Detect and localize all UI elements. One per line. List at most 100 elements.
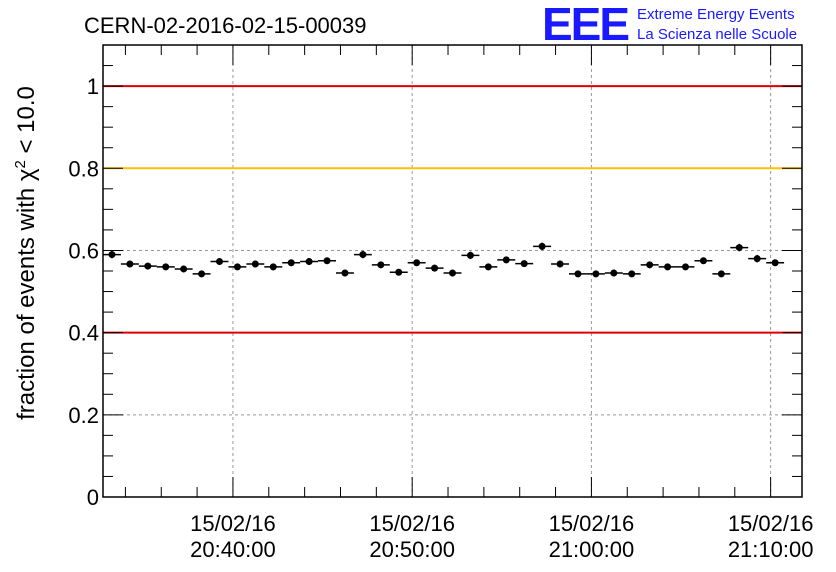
chart-title: CERN-02-2016-02-15-00039 <box>84 13 367 38</box>
data-point <box>622 270 641 278</box>
x-tick-label-time: 21:10:00 <box>728 537 814 562</box>
marker <box>180 265 188 273</box>
marker <box>108 251 116 259</box>
axes: 00.20.40.60.8115/02/1620:40:0015/02/1620… <box>68 44 814 562</box>
y-tick-label: 0 <box>87 485 99 510</box>
data-point <box>497 256 516 264</box>
marker <box>753 255 761 263</box>
y-tick-label: 0.6 <box>68 238 99 263</box>
x-tick-label-date: 15/02/16 <box>728 511 814 536</box>
marker <box>449 269 456 277</box>
marker <box>413 259 421 267</box>
x-tick-label-date: 15/02/16 <box>190 511 276 536</box>
data-point <box>461 251 480 260</box>
marker <box>610 269 618 277</box>
marker <box>287 259 295 267</box>
marker <box>556 260 564 268</box>
marker <box>269 263 277 271</box>
eee-logo-line1: Extreme Energy Events <box>637 6 795 23</box>
data-point <box>533 242 552 251</box>
marker <box>646 261 654 269</box>
data-point <box>371 261 390 269</box>
data-point <box>551 260 569 268</box>
data-point <box>425 264 444 272</box>
data-point <box>336 269 354 277</box>
y-axis-title-sup: 2 <box>12 160 29 168</box>
data-point <box>658 263 677 271</box>
data-point <box>103 250 121 259</box>
data-point <box>640 261 659 269</box>
data-point <box>604 269 623 277</box>
marker <box>305 258 313 266</box>
y-tick-label: 0.2 <box>68 403 99 428</box>
data-point <box>192 270 211 278</box>
marker <box>520 260 528 268</box>
marker <box>592 270 600 278</box>
marker <box>198 270 206 278</box>
x-tick-label-date: 15/02/16 <box>549 511 635 536</box>
y-axis-title-suffix: < 10.0 <box>13 86 40 160</box>
x-tick-label-time: 20:50:00 <box>369 537 455 562</box>
data-point <box>228 263 247 271</box>
data-point <box>748 254 767 263</box>
eee-logo-line2: La Scienza nelle Scuole <box>637 26 797 43</box>
data-point <box>210 258 229 266</box>
marker <box>771 259 779 267</box>
y-axis-title: fraction of events with χ2 < 10.0 <box>12 86 40 420</box>
x-tick-label-date: 15/02/16 <box>369 511 455 536</box>
marker <box>574 270 582 278</box>
data-point <box>264 263 283 271</box>
data-point <box>766 259 785 267</box>
marker <box>717 270 725 278</box>
data-point <box>479 263 498 271</box>
marker <box>502 256 510 264</box>
marker <box>323 257 331 265</box>
data-point <box>389 268 408 276</box>
marker <box>664 263 672 271</box>
y-tick-label: 0.8 <box>68 156 99 181</box>
marker <box>699 257 707 265</box>
data-point <box>712 270 731 278</box>
marker <box>233 263 241 271</box>
data-point <box>515 260 534 268</box>
data-point <box>407 259 426 267</box>
marker <box>144 262 152 270</box>
data-point <box>353 250 372 259</box>
marker <box>395 268 403 276</box>
marker <box>359 251 367 259</box>
y-tick-label: 0.4 <box>68 321 99 346</box>
marker <box>682 263 689 271</box>
data-point <box>174 265 193 273</box>
data-point <box>138 262 157 270</box>
data-point <box>443 269 462 277</box>
marker <box>484 263 492 271</box>
y-tick-label: 1 <box>87 74 99 99</box>
data-point <box>676 263 695 271</box>
x-tick-label-time: 20:40:00 <box>190 537 276 562</box>
data-point <box>120 260 139 268</box>
data-point <box>282 259 301 267</box>
marker <box>216 258 223 266</box>
data-point <box>300 258 319 266</box>
x-tick-label-time: 21:00:00 <box>549 537 635 562</box>
data-point <box>156 263 175 271</box>
marker <box>162 263 170 271</box>
marker <box>538 242 546 250</box>
marker <box>431 264 439 272</box>
y-axis-title-prefix: fraction of events with χ <box>13 168 40 420</box>
marker <box>628 270 636 278</box>
marker <box>251 260 259 268</box>
eee-logo: EEE <box>542 0 628 50</box>
data-point <box>246 260 265 268</box>
data-point <box>694 257 713 265</box>
data-point <box>730 243 749 252</box>
data-point <box>318 257 336 265</box>
marker <box>735 244 743 252</box>
data-points <box>103 242 785 278</box>
data-point <box>586 270 605 278</box>
marker <box>377 261 385 269</box>
marker <box>341 269 349 277</box>
reference-lines <box>103 85 802 334</box>
data-point <box>569 270 587 278</box>
